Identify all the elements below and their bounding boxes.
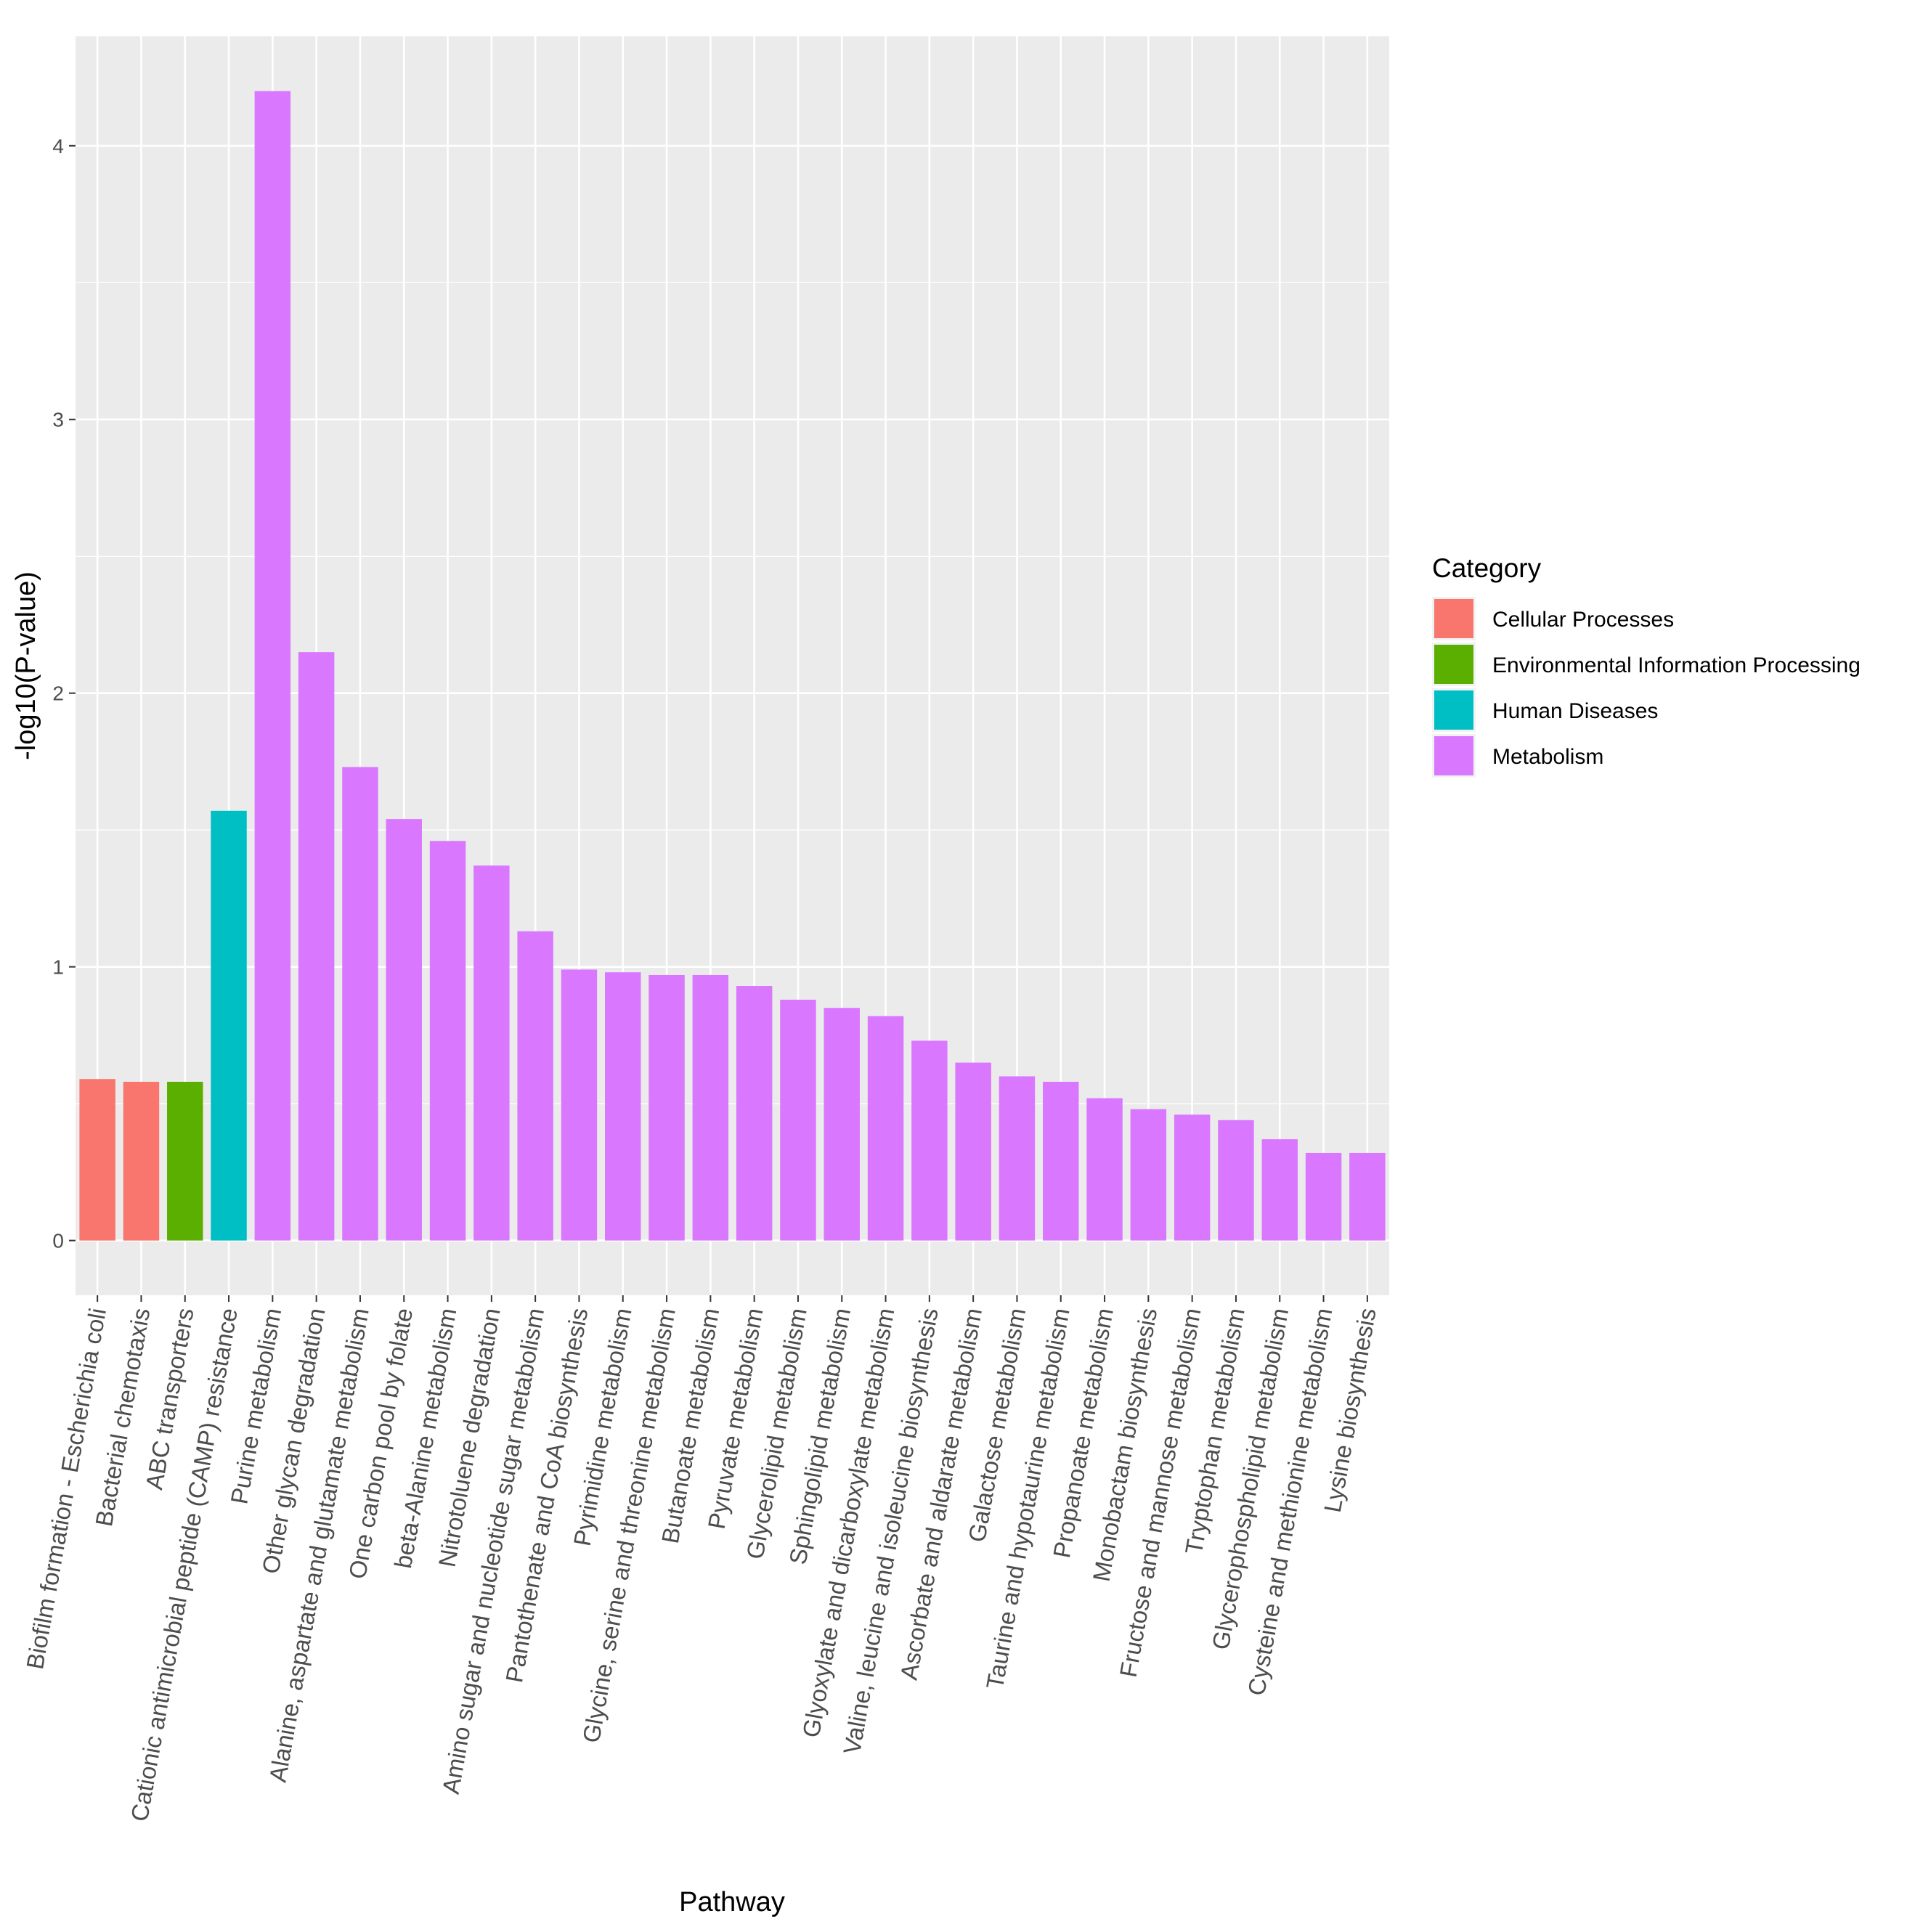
x-axis-title: Pathway <box>679 1887 785 1917</box>
bar <box>298 652 335 1241</box>
legend-swatch <box>1434 599 1473 638</box>
legend: Category Cellular Processes Environmental… <box>1432 553 1861 778</box>
bar <box>167 1081 203 1241</box>
bar <box>780 999 816 1241</box>
bar <box>517 931 553 1241</box>
bar <box>1086 1098 1123 1241</box>
bar <box>79 1079 115 1241</box>
y-tick-label: 1 <box>52 956 64 979</box>
bar <box>211 810 247 1241</box>
bar <box>605 972 641 1241</box>
legend-label: Metabolism <box>1492 745 1603 769</box>
bar <box>123 1081 160 1241</box>
bar <box>1261 1139 1298 1241</box>
y-tick-label: 4 <box>52 135 64 158</box>
legend-label: Cellular Processes <box>1492 608 1674 632</box>
bar <box>736 986 773 1241</box>
legend-swatch <box>1434 690 1473 730</box>
y-axis-title: -log10(P-value) <box>11 571 41 760</box>
legend-title: Category <box>1432 553 1542 583</box>
legend-label: Environmental Information Processing <box>1492 653 1861 677</box>
bar <box>867 1016 904 1241</box>
legend-label: Human Diseases <box>1492 699 1658 723</box>
y-tick-label: 2 <box>52 682 64 705</box>
bar <box>1305 1152 1342 1241</box>
bar <box>561 969 598 1241</box>
y-axis: 0 1 2 3 4 <box>52 135 76 1252</box>
x-axis: Biofilm formation - Escherichia coliBact… <box>21 1295 1381 1823</box>
bar <box>692 974 729 1241</box>
bar <box>911 1040 948 1241</box>
bar <box>1130 1109 1167 1241</box>
legend-swatch <box>1434 736 1473 775</box>
bar <box>999 1076 1036 1241</box>
bar <box>955 1062 991 1241</box>
bar <box>1043 1081 1079 1241</box>
bar <box>342 767 378 1241</box>
bar <box>386 819 422 1241</box>
bar <box>648 974 685 1241</box>
bar <box>429 841 466 1241</box>
y-tick-label: 0 <box>52 1230 64 1252</box>
bars <box>79 91 1386 1241</box>
bar <box>824 1008 860 1241</box>
grid-minor <box>76 282 1389 1104</box>
y-tick-label: 3 <box>52 409 64 431</box>
bar <box>254 91 291 1241</box>
bar <box>473 865 510 1241</box>
bar <box>1174 1114 1211 1241</box>
legend-swatch <box>1434 645 1473 684</box>
bar <box>1218 1120 1254 1241</box>
bar <box>1349 1152 1386 1241</box>
plot-background <box>76 36 1389 1295</box>
legend-items: Cellular Processes Environmental Informat… <box>1432 597 1861 778</box>
